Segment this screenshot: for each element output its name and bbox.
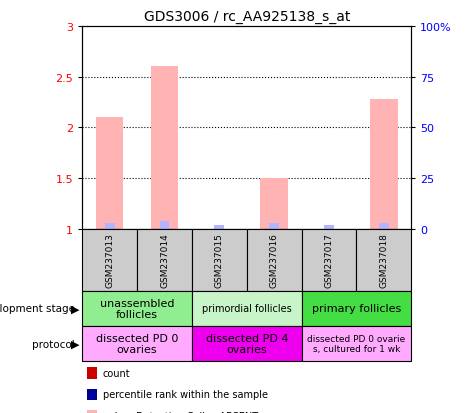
Bar	[160, 221, 170, 229]
Text: primordial follicles: primordial follicles	[202, 304, 291, 314]
Text: percentile rank within the sample: percentile rank within the sample	[103, 389, 268, 399]
Text: count: count	[103, 368, 131, 378]
Text: value, Detection Call = ABSENT: value, Detection Call = ABSENT	[103, 411, 258, 413]
Text: ▶: ▶	[71, 304, 80, 314]
Text: GSM237016: GSM237016	[270, 233, 279, 287]
Text: dissected PD 0
ovaries: dissected PD 0 ovaries	[96, 333, 178, 355]
Bar	[105, 223, 115, 229]
Text: GSM237015: GSM237015	[215, 233, 224, 287]
Title: GDS3006 / rc_AA925138_s_at: GDS3006 / rc_AA925138_s_at	[143, 10, 350, 24]
Bar	[379, 223, 389, 229]
Text: primary follicles: primary follicles	[312, 304, 401, 314]
Bar	[269, 223, 279, 229]
Bar	[96, 118, 123, 229]
Text: protocol: protocol	[32, 339, 75, 349]
Text: GSM237013: GSM237013	[105, 233, 114, 287]
Bar	[260, 178, 288, 229]
Bar	[324, 225, 334, 229]
Text: GSM237014: GSM237014	[160, 233, 169, 287]
Bar	[370, 100, 398, 229]
Text: development stage: development stage	[0, 304, 75, 314]
Bar	[214, 225, 224, 229]
Text: ▶: ▶	[71, 339, 80, 349]
Text: GSM237017: GSM237017	[324, 233, 334, 287]
Bar	[151, 67, 178, 229]
Text: dissected PD 4
ovaries: dissected PD 4 ovaries	[205, 333, 288, 355]
Text: GSM237018: GSM237018	[379, 233, 388, 287]
Text: dissected PD 0 ovarie
s, cultured for 1 wk: dissected PD 0 ovarie s, cultured for 1 …	[307, 334, 406, 354]
Text: unassembled
follicles: unassembled follicles	[100, 298, 174, 320]
